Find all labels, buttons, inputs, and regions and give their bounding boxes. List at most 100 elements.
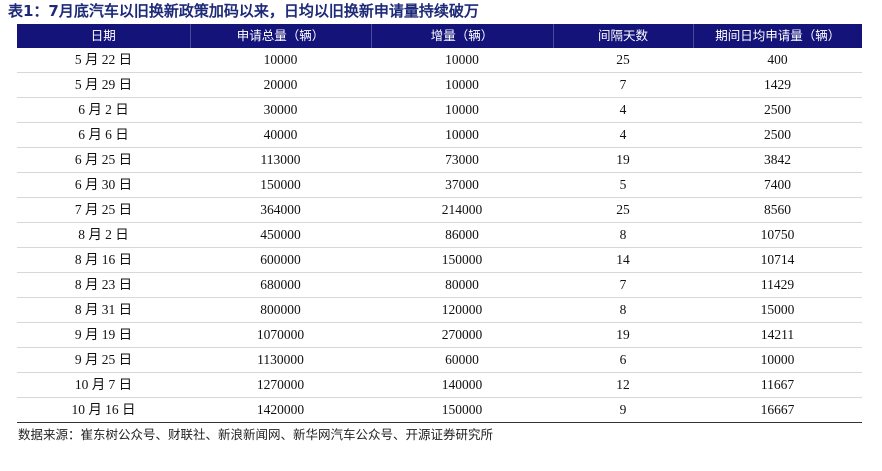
table-row: 6 月 2 日 30000 10000 4 2500 bbox=[17, 97, 862, 123]
table-cell: 11667 bbox=[693, 372, 862, 398]
table-cell: 9 月 25 日 bbox=[17, 347, 190, 373]
table-cell: 6 月 6 日 bbox=[17, 122, 190, 148]
table-cell: 120000 bbox=[371, 297, 553, 323]
table-cell: 14 bbox=[553, 247, 693, 273]
source-note: 数据来源：崔东树公众号、财联社、新浪新闻网、新华网汽车公众号、开源证券研究所 bbox=[18, 427, 494, 442]
table-cell: 5 bbox=[553, 172, 693, 198]
table-cell: 450000 bbox=[190, 222, 371, 248]
table-cell: 150000 bbox=[371, 397, 553, 423]
table-cell: 7400 bbox=[693, 172, 862, 198]
table-row: 8 月 16 日 600000 150000 14 10714 bbox=[17, 247, 862, 273]
table-row: 8 月 31 日 800000 120000 8 15000 bbox=[17, 297, 862, 323]
table-cell: 680000 bbox=[190, 272, 371, 298]
table-cell: 10 月 7 日 bbox=[17, 372, 190, 398]
table-cell: 10000 bbox=[371, 97, 553, 123]
table-cell: 2500 bbox=[693, 122, 862, 148]
table-cell: 16667 bbox=[693, 397, 862, 423]
table-cell: 800000 bbox=[190, 297, 371, 323]
table-cell: 80000 bbox=[371, 272, 553, 298]
table-cell: 10714 bbox=[693, 247, 862, 273]
table-cell: 37000 bbox=[371, 172, 553, 198]
table-cell: 8 月 16 日 bbox=[17, 247, 190, 273]
table-cell: 11429 bbox=[693, 272, 862, 298]
table-cell: 40000 bbox=[190, 122, 371, 148]
table-cell: 6 月 30 日 bbox=[17, 172, 190, 198]
table-cell: 5 月 22 日 bbox=[17, 48, 190, 73]
table-cell: 2500 bbox=[693, 97, 862, 123]
table-row: 5 月 29 日 20000 10000 7 1429 bbox=[17, 72, 862, 98]
column-header: 申请总量（辆） bbox=[190, 24, 372, 48]
table-cell: 1070000 bbox=[190, 322, 371, 348]
table-cell: 10000 bbox=[190, 48, 371, 73]
table-cell: 150000 bbox=[190, 172, 371, 198]
table-cell: 8560 bbox=[693, 197, 862, 223]
page: 表1：7月底汽车以旧换新政策加码以来，日均以旧换新申请量持续破万 日期 申请总量（… bbox=[8, 2, 862, 442]
table-cell: 10000 bbox=[693, 347, 862, 373]
table-cell: 1420000 bbox=[190, 397, 371, 423]
table-cell: 8 bbox=[553, 297, 693, 323]
table-cell: 60000 bbox=[371, 347, 553, 373]
table-cell: 4 bbox=[553, 122, 693, 148]
table-cell: 15000 bbox=[693, 297, 862, 323]
table-cell: 3842 bbox=[693, 147, 862, 173]
table-cell: 25 bbox=[553, 48, 693, 73]
table-cell: 10 月 16 日 bbox=[17, 397, 190, 423]
table-row: 10 月 7 日 1270000 140000 12 11667 bbox=[17, 372, 862, 398]
table-cell: 7 bbox=[553, 72, 693, 98]
table-cell: 73000 bbox=[371, 147, 553, 173]
table-cell: 25 bbox=[553, 197, 693, 223]
table-cell: 10000 bbox=[371, 72, 553, 98]
table-cell: 9 bbox=[553, 397, 693, 423]
table-cell: 600000 bbox=[190, 247, 371, 273]
table-cell: 10750 bbox=[693, 222, 862, 248]
table-cell: 10000 bbox=[371, 122, 553, 148]
table-cell: 150000 bbox=[371, 247, 553, 273]
table-cell: 6 bbox=[553, 347, 693, 373]
table-cell: 6 月 2 日 bbox=[17, 97, 190, 123]
table-cell: 214000 bbox=[371, 197, 553, 223]
table-cell: 19 bbox=[553, 322, 693, 348]
table-cell: 10000 bbox=[371, 48, 553, 73]
table-cell: 4 bbox=[553, 97, 693, 123]
table-cell: 8 bbox=[553, 222, 693, 248]
table-cell: 14211 bbox=[693, 322, 862, 348]
column-header: 增量（辆） bbox=[371, 24, 554, 48]
table-row: 8 月 2 日 450000 86000 8 10750 bbox=[17, 222, 862, 248]
header-row: 日期 申请总量（辆） 增量（辆） 间隔天数 期间日均申请量（辆） bbox=[17, 24, 862, 48]
table-row: 8 月 23 日 680000 80000 7 11429 bbox=[17, 272, 862, 298]
table-cell: 8 月 31 日 bbox=[17, 297, 190, 323]
table-row: 9 月 19 日 1070000 270000 19 14211 bbox=[17, 322, 862, 348]
table-cell: 9 月 19 日 bbox=[17, 322, 190, 348]
data-table: 日期 申请总量（辆） 增量（辆） 间隔天数 期间日均申请量（辆） 5 月 22 日 100… bbox=[17, 24, 862, 423]
table-cell: 270000 bbox=[371, 322, 553, 348]
table-cell: 20000 bbox=[190, 72, 371, 98]
table-cell: 8 月 23 日 bbox=[17, 272, 190, 298]
table-cell: 364000 bbox=[190, 197, 371, 223]
table-cell: 1130000 bbox=[190, 347, 371, 373]
table-row: 6 月 30 日 150000 37000 5 7400 bbox=[17, 172, 862, 198]
table-cell: 8 月 2 日 bbox=[17, 222, 190, 248]
table-cell: 30000 bbox=[190, 97, 371, 123]
table-cell: 400 bbox=[693, 48, 862, 73]
table-cell: 140000 bbox=[371, 372, 553, 398]
table-cell: 86000 bbox=[371, 222, 553, 248]
table-row: 6 月 6 日 40000 10000 4 2500 bbox=[17, 122, 862, 148]
table-row: 5 月 22 日 10000 10000 25 400 bbox=[17, 48, 862, 73]
column-header: 期间日均申请量（辆） bbox=[693, 24, 862, 48]
table-title: 表1：7月底汽车以旧换新政策加码以来，日均以旧换新申请量持续破万 bbox=[8, 2, 479, 20]
table-cell: 19 bbox=[553, 147, 693, 173]
table-row: 10 月 16 日 1420000 150000 9 16667 bbox=[17, 397, 862, 423]
table-cell: 113000 bbox=[190, 147, 371, 173]
table-cell: 7 月 25 日 bbox=[17, 197, 190, 223]
table-cell: 5 月 29 日 bbox=[17, 72, 190, 98]
table-row: 7 月 25 日 364000 214000 25 8560 bbox=[17, 197, 862, 223]
table-cell: 12 bbox=[553, 372, 693, 398]
table-cell: 1270000 bbox=[190, 372, 371, 398]
column-header: 间隔天数 bbox=[553, 24, 694, 48]
table-cell: 1429 bbox=[693, 72, 862, 98]
table-cell: 6 月 25 日 bbox=[17, 147, 190, 173]
table-row: 9 月 25 日 1130000 60000 6 10000 bbox=[17, 347, 862, 373]
column-header: 日期 bbox=[17, 24, 191, 48]
table-row: 6 月 25 日 113000 73000 19 3842 bbox=[17, 147, 862, 173]
table-cell: 7 bbox=[553, 272, 693, 298]
